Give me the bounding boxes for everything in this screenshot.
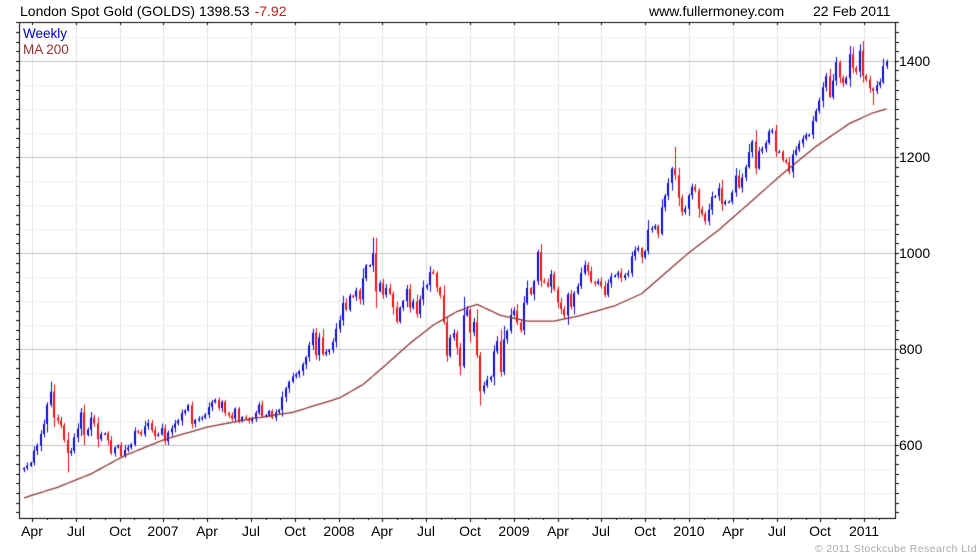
x-axis-label-jul-9: Jul	[417, 523, 435, 539]
x-axis-label-2011-19: 2011	[848, 523, 880, 539]
legend-ma200: MA 200	[23, 42, 69, 57]
x-axis-label-jul-1: Jul	[67, 523, 85, 539]
legend-weekly: Weekly	[23, 26, 68, 41]
x-axis-label-apr-16: Apr	[722, 523, 744, 539]
price-change: -7.92	[254, 3, 287, 19]
instrument-title: London Spot Gold (GOLDS) 1398.53	[20, 3, 250, 19]
y-axis-label-600: 600	[899, 437, 923, 453]
x-axis-label-jul-5: Jul	[242, 523, 260, 539]
website-link[interactable]: www.fullermoney.com	[649, 3, 785, 19]
x-axis-label-jul-13: Jul	[592, 523, 610, 539]
x-axis-label-2010-15: 2010	[673, 523, 705, 539]
chart-date: 22 Feb 2011	[813, 3, 891, 19]
x-axis-label-oct-18: Oct	[809, 523, 831, 539]
copyright-notice: © 2011 Stockcube Research Ltd	[814, 543, 977, 555]
x-axis-label-2007-3: 2007	[147, 523, 179, 539]
x-axis-label-oct-6: Oct	[284, 523, 306, 539]
y-axis-label-1000: 1000	[899, 245, 931, 261]
x-axis-label-2008-7: 2008	[323, 523, 355, 539]
y-axis-label-1400: 1400	[899, 53, 931, 69]
x-axis-label-apr-12: Apr	[547, 523, 569, 539]
x-axis-label-apr-4: Apr	[196, 523, 218, 539]
x-axis-label-oct-10: Oct	[459, 523, 481, 539]
y-axis-label-1200: 1200	[899, 149, 931, 165]
y-axis-label-800: 800	[899, 341, 923, 357]
chart-legend: Weekly MA 200	[23, 26, 69, 58]
x-axis-label-apr-0: Apr	[21, 523, 43, 539]
x-axis-label-oct-2: Oct	[109, 523, 131, 539]
x-axis-label-oct-14: Oct	[634, 523, 656, 539]
x-axis-label-jul-17: Jul	[768, 523, 786, 539]
chart-header: London Spot Gold (GOLDS) 1398.53 -7.92	[20, 3, 287, 19]
x-axis-label-2009-11: 2009	[498, 523, 530, 539]
x-axis-label-apr-8: Apr	[371, 523, 393, 539]
